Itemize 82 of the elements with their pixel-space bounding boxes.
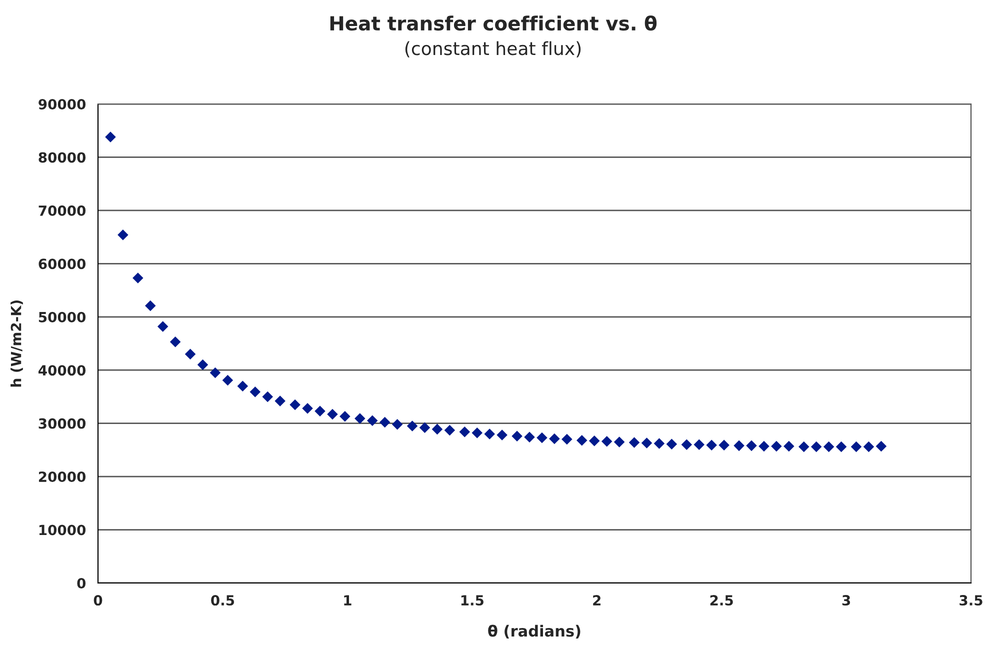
point [250, 386, 261, 398]
point [771, 440, 782, 452]
x-tick-label: 0.5 [211, 595, 234, 606]
x-tick-label: 3 [842, 595, 850, 606]
point [681, 439, 692, 450]
point [170, 336, 181, 348]
point [601, 436, 612, 447]
point [222, 374, 234, 386]
point [157, 321, 168, 332]
point [354, 413, 366, 424]
point [588, 436, 600, 446]
point [863, 441, 874, 452]
x-tick-label: 2.5 [710, 595, 733, 606]
y-axis-title: h (W/m2-K) [10, 300, 23, 387]
point [576, 434, 588, 446]
x-tick-label: 3.5 [960, 595, 982, 606]
chart-title: Heat transfer coefficient vs. θ [330, 15, 657, 31]
point [197, 359, 208, 370]
point [694, 439, 704, 450]
point [628, 437, 640, 448]
point [496, 430, 508, 440]
chart-subtitle: (constant heat flux) [405, 41, 581, 58]
point [392, 419, 403, 430]
point [340, 411, 350, 422]
y-tick-label: 10000 [39, 524, 86, 536]
point [432, 424, 443, 435]
point [118, 230, 128, 240]
point [327, 408, 338, 420]
point [614, 436, 625, 448]
point [641, 438, 652, 448]
point [459, 426, 470, 438]
point [472, 428, 483, 438]
point [734, 440, 744, 452]
point [666, 438, 678, 450]
y-tick-label: 70000 [38, 205, 86, 216]
y-tick-label: 90000 [38, 98, 86, 110]
point [444, 424, 456, 436]
point [810, 441, 822, 452]
point [262, 391, 273, 402]
point [562, 434, 572, 445]
point [290, 399, 300, 410]
point [850, 441, 862, 452]
y-tick-label: 0 [77, 578, 86, 588]
x-tick-label: 1 [344, 595, 352, 606]
point [406, 420, 418, 432]
point [302, 403, 313, 414]
point [314, 406, 326, 416]
point [237, 380, 248, 392]
point [784, 440, 794, 452]
y-tick-label: 30000 [38, 418, 86, 429]
point [823, 441, 834, 452]
point [379, 416, 390, 428]
y-tick-label: 80000 [38, 152, 86, 163]
point [419, 422, 430, 433]
point [210, 367, 221, 378]
y-tick-label: 20000 [38, 472, 86, 482]
point [549, 433, 560, 444]
point [484, 428, 495, 440]
point [366, 415, 378, 426]
y-tick-label: 60000 [38, 258, 86, 270]
x-tick-label: 2 [593, 595, 600, 606]
point [105, 132, 116, 142]
point [746, 440, 757, 452]
point [836, 441, 847, 452]
x-axis-title: θ (radians) [488, 624, 580, 639]
point [524, 432, 535, 443]
y-tick-label: 40000 [38, 365, 86, 376]
x-tick-label: 1.5 [461, 595, 484, 606]
point [145, 300, 156, 312]
point [706, 440, 717, 451]
point [132, 272, 144, 284]
x-tick-label: 0 [94, 595, 102, 606]
point [654, 438, 665, 449]
point [798, 441, 810, 452]
point [718, 440, 730, 451]
point [512, 430, 522, 442]
point [536, 432, 548, 444]
point [876, 440, 887, 452]
point [274, 396, 286, 406]
y-tick-label: 50000 [38, 312, 86, 322]
point [758, 440, 770, 452]
point [184, 348, 196, 360]
